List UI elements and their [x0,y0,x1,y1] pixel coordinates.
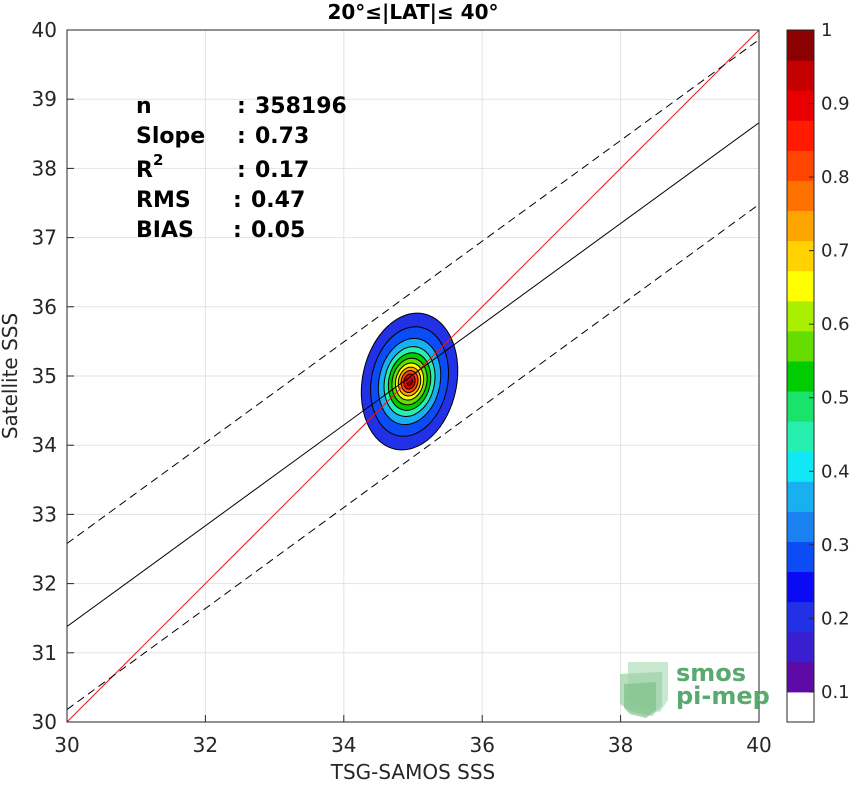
x-tick-label: 34 [331,733,356,757]
colorbar-segment [787,421,814,452]
colorbar-segment [787,90,814,121]
stat-label: R [136,158,153,183]
colorbar: 0.1 0.2 0.3 0.4 0.5 0.6 0.7 0.8 0.9 1 [786,20,850,723]
stat-label-superscript: 2 [153,151,163,169]
colorbar-segment [787,360,814,392]
y-tick-label: 34 [32,433,57,457]
x-tick-label: 30 [54,733,79,757]
y-tick-label: 35 [32,364,57,388]
y-tick-label: 32 [32,572,57,596]
stat-label: Slope [136,124,205,149]
colorbar-segment [787,481,814,512]
y-tick-label: 40 [32,18,57,42]
stat-separator: : [237,158,246,183]
density-contour [406,376,413,387]
stat-value: 358196 [255,94,347,119]
x-tick-label: 36 [469,733,494,757]
y-tick-label: 33 [32,502,57,526]
colorbar-tick-label: 0.8 [821,167,850,188]
stat-row: n: 358196 [136,94,347,119]
stat-row: BIAS: 0.05 [136,218,305,243]
stat-label: RMS [136,188,191,213]
colorbar-tick-label: 0.5 [821,388,850,409]
y-axis-label: Satellite SSS [0,313,22,439]
stat-value: 0.47 [251,188,305,213]
colorbar-tick-label: 0.2 [821,608,850,629]
colorbar-tick-label: 0.4 [821,461,850,482]
fit-line [67,122,759,627]
colorbar-segment [787,240,814,272]
logo-text-line2: pi-mep [676,682,770,710]
y-tick-label: 36 [32,295,57,319]
chart-title: 20°≤|LAT|≤ 40° [327,0,498,24]
colorbar-segment [787,270,814,302]
regression-lines [67,30,759,722]
logo-text-line1: smos [676,659,746,687]
stat-separator: : [237,124,246,149]
stat-label: n [136,94,152,119]
stat-row: RMS: 0.47 [136,188,305,213]
identity-line [67,30,759,722]
colorbar-segment [787,330,814,362]
colorbar-segment [787,631,814,663]
smos-pi-mep-logo: smos pi-mep [620,659,770,718]
colorbar-tick-label: 0.1 [821,682,850,703]
colorbar-segment [787,511,814,542]
y-tick-label: 38 [32,156,57,180]
colorbar-tick-label: 0.9 [821,94,850,115]
colorbar-tick-label: 0.6 [821,314,850,335]
stat-value: 0.05 [251,218,305,243]
y-tick-label: 37 [32,226,57,250]
colorbar-segment [787,451,814,482]
colorbar-segment [787,391,814,422]
colorbar-segment [787,60,814,91]
x-tick-label: 38 [608,733,633,757]
stat-separator: : [233,218,242,243]
colorbar-segment [787,120,814,151]
colorbar-frame [786,29,815,723]
stat-row: Slope: 0.73 [136,124,309,149]
stat-label: BIAS [136,218,194,243]
colorbar-segment [787,210,814,242]
colorbar-segment [787,571,814,603]
colorbar-segment [787,691,814,723]
stat-separator: : [233,188,242,213]
colorbar-tick-label: 0.7 [821,241,850,262]
colorbar-segment [787,150,814,181]
stat-separator: : [237,94,246,119]
colorbar-segment [787,541,814,573]
axis-ticks: 30 32 34 36 38 40 30 31 32 33 34 35 36 37 38 39 40 [32,18,772,757]
x-tick-label: 40 [746,733,771,757]
stat-value: 0.17 [255,158,309,183]
x-axis-label: TSG-SAMOS SSS [330,760,496,784]
colorbar-segment [787,300,814,332]
colorbar-tick-label: 1 [821,20,832,41]
colorbar-segment [787,180,814,212]
stat-value: 0.73 [255,124,309,149]
colorbar-segment [787,661,814,693]
y-tick-label: 30 [32,710,57,734]
x-tick-label: 32 [193,733,218,757]
colorbar-tick-label: 0.3 [821,535,850,556]
colorbar-segment [787,601,814,633]
colorbar-segment [787,30,814,61]
y-tick-label: 31 [32,641,57,665]
y-tick-label: 39 [32,87,57,111]
